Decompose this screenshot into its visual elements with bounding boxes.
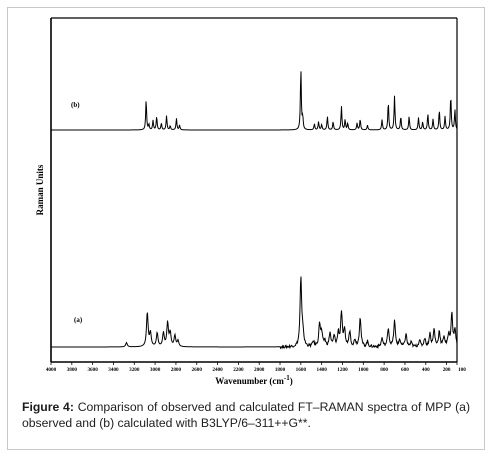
series-a-observed-line [51,276,458,350]
x-tick-label-1000: 1000 [358,367,369,373]
x-tick-label-3000: 3000 [150,367,161,373]
raman-chart: 4000 3800 3600 3400 3200 3000 2800 2600 2400 2200… [35,17,466,386]
x-tick-label-3200: 3200 [129,367,140,373]
x-tick-label-1600: 1600 [296,367,307,373]
x-tick-label-2600: 2600 [192,367,203,373]
series-b-label: (b) [71,101,80,109]
x-tick-label-1200: 1200 [337,367,348,373]
x-tick-label-1800: 1800 [275,367,286,373]
x-ticks: 4000 3800 3600 3400 3200 3000 2800 2600 2400 2200… [46,362,466,373]
x-tick-label-3800: 3800 [67,367,78,373]
y-axis-label: Raman Units [35,164,45,215]
x-tick-label-2400: 2400 [212,367,223,373]
series-lines [51,71,458,350]
x-tick-label-2800: 2800 [171,367,182,373]
caption-label: Figure 4: [22,400,74,414]
x-tick-label-100: 100 [458,367,466,373]
x-tick-label-2000: 2000 [254,367,265,373]
x-tick-label-1400: 1400 [316,367,327,373]
figure-frame [7,7,485,450]
x-axis-label: Wavenumber (cm-1) [215,374,292,386]
x-tick-label-4000: 4000 [46,367,57,373]
x-tick-label-200: 200 [443,367,451,373]
x-tick-label-400: 400 [422,367,430,373]
figure-caption: Figure 4: Comparison of observed and cal… [22,399,470,431]
plot-area [50,17,458,363]
series-b-calculated-line [51,71,458,131]
x-axis-label-close: ) [290,376,293,386]
x-tick-label-3600: 3600 [87,367,98,373]
x-tick-label-2200: 2200 [233,367,244,373]
x-axis-label-main: Wavenumber (cm [215,376,284,386]
series-a-label: (a) [74,316,83,324]
x-tick-label-800: 800 [380,367,388,373]
x-axis-label-sup: -1 [284,374,290,382]
x-tick-label-600: 600 [401,367,409,373]
x-tick-label-3400: 3400 [108,367,119,373]
caption-text: Comparison of observed and calculated FT… [22,400,471,430]
